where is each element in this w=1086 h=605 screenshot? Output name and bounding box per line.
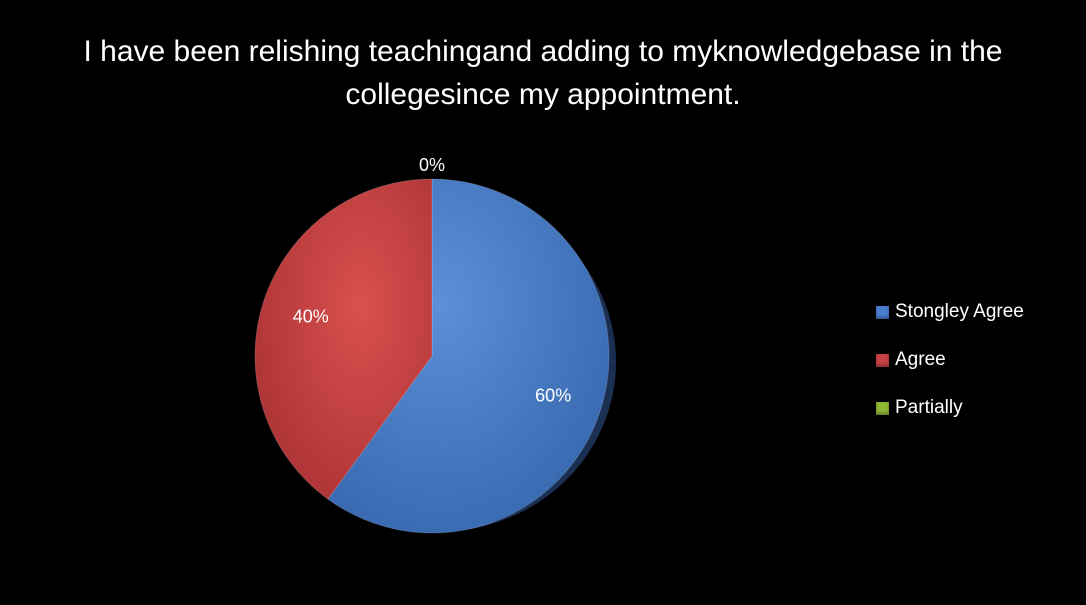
chart-title: I have been relishing teachingand adding… — [83, 35, 1003, 111]
legend-label: Partially — [895, 397, 963, 418]
legend-swatch-green — [876, 401, 889, 415]
legend-label: Stongley Agree — [895, 301, 1024, 322]
data-label-stongley-agree: 60% — [535, 385, 571, 405]
pie-slice-stongley-agree — [327, 178, 610, 534]
legend-item-agree: Agree — [876, 348, 1024, 372]
legend-swatch-red — [876, 353, 889, 367]
legend-label: Agree — [895, 349, 946, 370]
pie-slice-agree — [254, 178, 433, 500]
legend-item-stongley-agree: Stongley Agree — [876, 300, 1024, 324]
data-label-agree: 40% — [293, 307, 329, 327]
legend-swatch-blue — [876, 305, 889, 319]
legend-item-partially: Partially — [876, 396, 1024, 420]
legend: Stongley Agree Agree Partially — [876, 300, 1024, 444]
data-label-partially: 0% — [419, 155, 445, 175]
